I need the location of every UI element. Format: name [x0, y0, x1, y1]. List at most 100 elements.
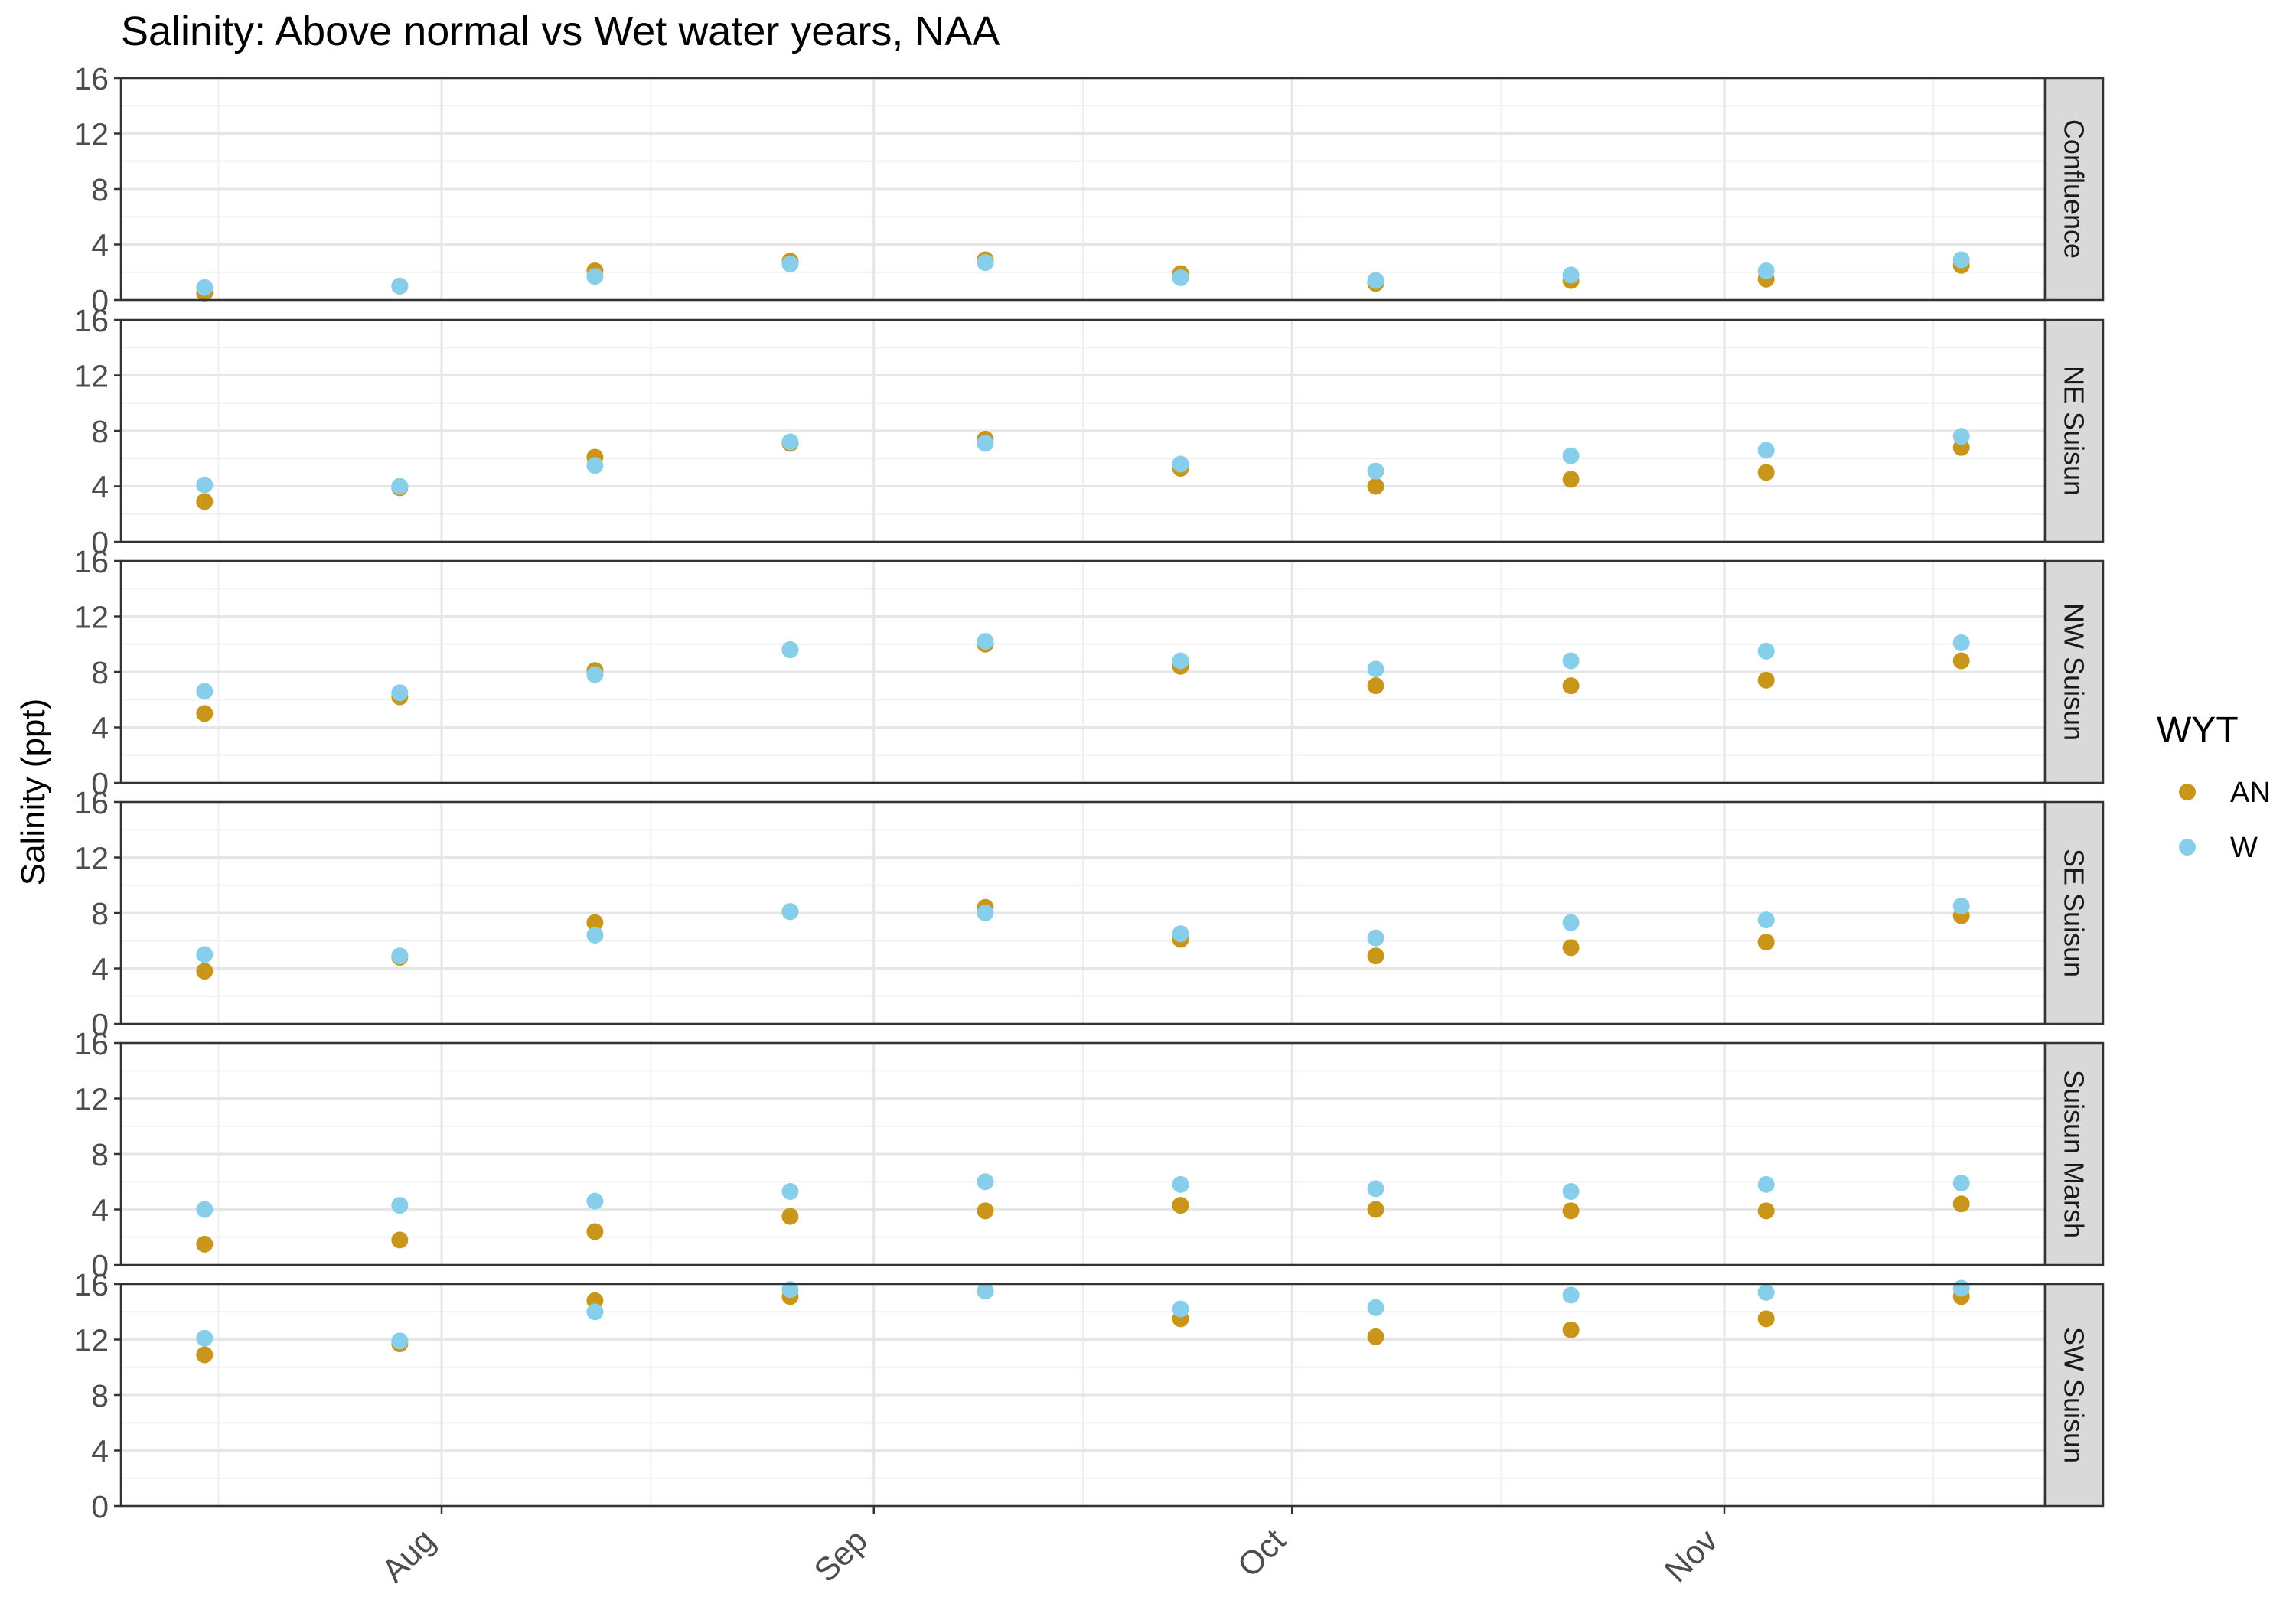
- data-point-w: [1367, 1299, 1384, 1316]
- y-tick-label: 4: [91, 1434, 109, 1469]
- data-point-an: [1757, 1202, 1775, 1220]
- data-point-w: [1172, 925, 1189, 943]
- data-point-an: [1367, 1201, 1384, 1218]
- y-tick-label: 16: [73, 61, 109, 96]
- data-point-w: [196, 683, 214, 700]
- data-point-an: [1562, 939, 1580, 957]
- data-point-w: [1952, 1175, 1970, 1192]
- data-point-w: [196, 279, 214, 296]
- data-point-w: [977, 254, 994, 272]
- y-tick-label: 4: [91, 470, 109, 505]
- y-tick-label: 0: [91, 766, 109, 801]
- data-point-w: [196, 476, 214, 494]
- data-point-w: [196, 1201, 214, 1218]
- y-tick-label: 12: [73, 600, 109, 635]
- data-point-w: [1172, 1300, 1189, 1318]
- data-point-an: [781, 1208, 799, 1225]
- data-point-w: [586, 666, 604, 683]
- data-point-an: [586, 914, 604, 931]
- y-tick-label: 0: [91, 1248, 109, 1283]
- data-point-an: [1367, 947, 1384, 965]
- facet-strip-label: Confluence: [2059, 119, 2090, 259]
- facet-strip-label: NW Suisun: [2059, 603, 2090, 741]
- data-point-w: [1952, 897, 1970, 914]
- facet-strip-label: SW Suisun: [2059, 1327, 2090, 1463]
- y-tick-label: 12: [73, 1082, 109, 1117]
- data-point-an: [1172, 1197, 1189, 1214]
- y-tick-label: 8: [91, 896, 109, 931]
- data-point-w: [1367, 272, 1384, 289]
- facet-strip-label: SE Suisun: [2059, 849, 2090, 977]
- facet-strip: [2043, 559, 2105, 784]
- data-point-an: [1757, 1310, 1775, 1328]
- facet-strip: [2043, 318, 2105, 543]
- data-point-an: [1562, 1202, 1580, 1220]
- data-point-w: [1172, 455, 1189, 473]
- data-point-an: [1562, 1321, 1580, 1338]
- data-point-an: [1562, 677, 1580, 695]
- x-tick-label: Aug: [375, 1522, 442, 1589]
- y-tick-label: 16: [73, 785, 109, 820]
- data-point-w: [781, 255, 799, 272]
- data-point-w: [1562, 914, 1580, 931]
- y-tick-label: 12: [73, 117, 109, 152]
- data-point-w: [1757, 442, 1775, 459]
- legend-key-an: [2179, 784, 2196, 800]
- y-tick-label: 8: [91, 655, 109, 690]
- facet-strip: [2043, 800, 2105, 1025]
- data-point-w: [1952, 251, 1970, 269]
- data-point-an: [391, 1231, 409, 1249]
- y-tick-label: 16: [73, 303, 109, 338]
- data-point-w: [196, 1329, 214, 1347]
- data-point-an: [1952, 1195, 1970, 1213]
- data-point-an: [1757, 934, 1775, 951]
- legend-title: WYT: [2157, 710, 2239, 751]
- data-point-w: [391, 1197, 409, 1214]
- data-point-w: [1757, 262, 1775, 279]
- data-point-an: [977, 1202, 994, 1220]
- data-point-w: [977, 435, 994, 452]
- data-point-w: [1367, 1180, 1384, 1198]
- y-tick-label: 16: [73, 544, 109, 579]
- data-point-w: [391, 684, 409, 702]
- data-point-an: [196, 1346, 214, 1364]
- data-point-w: [1757, 642, 1775, 660]
- y-tick-label: 0: [91, 525, 109, 560]
- data-point-w: [781, 1182, 799, 1200]
- legend-label-w: W: [2230, 832, 2258, 864]
- data-point-w: [196, 946, 214, 963]
- data-point-w: [1757, 1175, 1775, 1193]
- y-tick-label: 8: [91, 1137, 109, 1172]
- data-point-w: [1562, 1286, 1580, 1304]
- y-tick-label: 4: [91, 228, 109, 263]
- y-tick-label: 16: [73, 1267, 109, 1302]
- data-point-w: [1562, 447, 1580, 464]
- data-point-an: [1757, 464, 1775, 481]
- data-point-w: [977, 905, 994, 921]
- y-tick-label: 16: [73, 1026, 109, 1061]
- y-tick-label: 0: [91, 283, 109, 318]
- data-point-w: [1757, 911, 1775, 929]
- data-point-w: [977, 633, 994, 650]
- data-point-w: [781, 1281, 799, 1299]
- data-point-w: [781, 641, 799, 658]
- legend-key-w: [2179, 839, 2196, 856]
- data-point-w: [977, 1173, 994, 1191]
- data-point-w: [1562, 266, 1580, 284]
- data-point-w: [1367, 462, 1384, 480]
- data-point-an: [1367, 1328, 1384, 1345]
- facet-strip-label: Suisun Marsh: [2059, 1070, 2090, 1238]
- data-point-w: [586, 1303, 604, 1321]
- data-point-an: [196, 1235, 214, 1253]
- chart-title: Salinity: Above normal vs Wet water year…: [121, 8, 1000, 54]
- data-point-w: [781, 433, 799, 451]
- data-point-an: [196, 705, 214, 722]
- y-axis-label: Salinity (ppt): [15, 699, 52, 886]
- data-point-w: [391, 277, 409, 295]
- legend-label-an: AN: [2230, 777, 2271, 809]
- facet-strip: [2043, 1283, 2105, 1508]
- x-tick-label: Oct: [1231, 1522, 1293, 1584]
- data-point-w: [586, 268, 604, 285]
- data-point-w: [586, 927, 604, 944]
- data-point-w: [1367, 929, 1384, 947]
